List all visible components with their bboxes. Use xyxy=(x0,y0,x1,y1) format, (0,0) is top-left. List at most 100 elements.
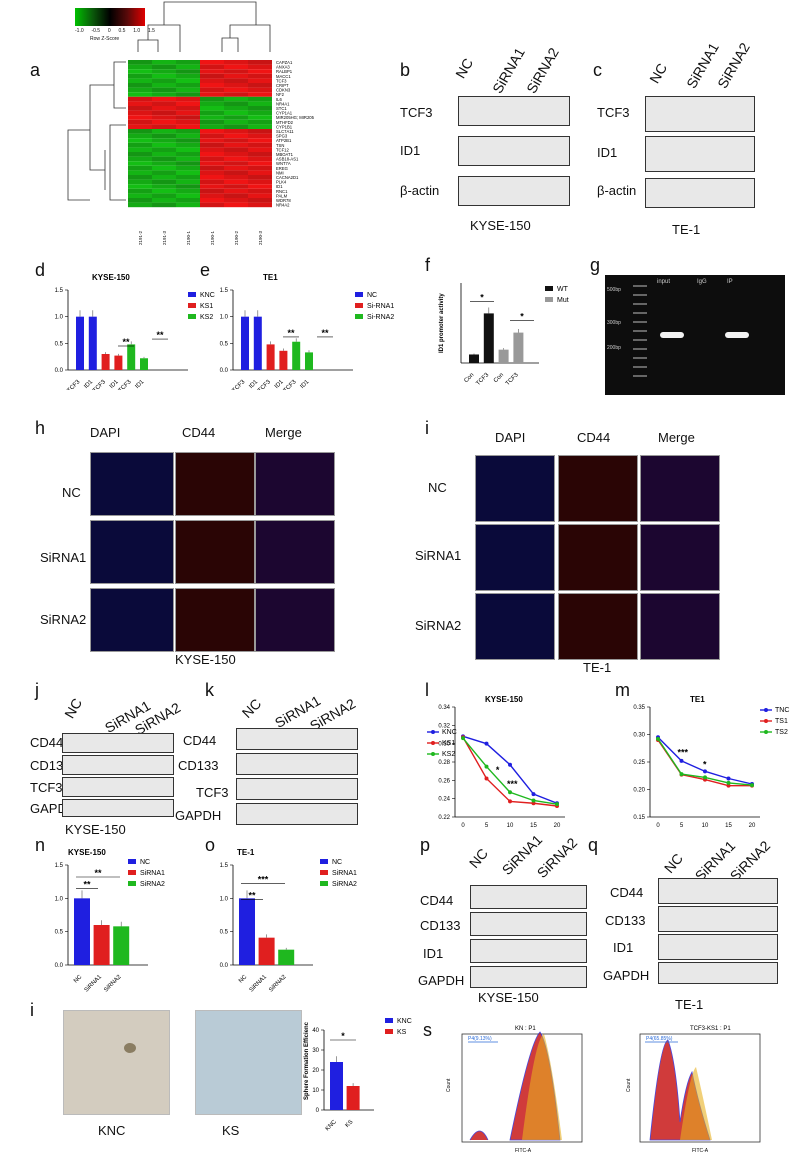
heatmap-cell xyxy=(128,73,152,79)
heatmap-cell xyxy=(224,106,248,111)
heatmap-cell xyxy=(176,193,200,198)
heatmap-cell xyxy=(128,193,152,198)
legend-label: NC xyxy=(140,859,150,866)
data-point xyxy=(508,799,512,804)
y-tick-label: 0.25 xyxy=(633,760,645,766)
heatmap-cell xyxy=(152,124,176,129)
y-tick-label: 40 xyxy=(312,1028,319,1034)
y-tick-label: 0.5 xyxy=(220,930,229,936)
heatmap-gene-label: CDKN3 xyxy=(276,88,291,93)
legend-swatch xyxy=(545,286,553,291)
heatmap-cell xyxy=(152,69,176,74)
blot-p-cd133 xyxy=(470,912,587,936)
y-tick-label: 0.5 xyxy=(220,341,229,347)
data-point xyxy=(656,736,660,741)
heatmap-cell xyxy=(128,147,152,152)
if-i-row-sirna2: SiRNA2 xyxy=(415,618,462,633)
sphere-image-ks xyxy=(195,1010,302,1115)
legend-swatch xyxy=(320,881,328,886)
bar xyxy=(305,352,313,370)
x-tick-label: SiRNA1 xyxy=(84,974,104,994)
blot-b-lane-sirna1: SiRNA1 xyxy=(489,44,528,96)
heatmap-cell xyxy=(176,83,200,88)
blot-q-row-cd133: CD133 xyxy=(605,913,646,928)
heatmap-cell xyxy=(248,60,272,65)
legend-swatch xyxy=(320,870,328,875)
legend-swatch xyxy=(545,297,553,302)
series-line xyxy=(462,736,558,807)
heatmap-sample-label: 2190-3 xyxy=(258,230,263,245)
heatmap-cell xyxy=(200,106,224,111)
y-tick-label: 10 xyxy=(312,1088,319,1094)
y-tick-label: 0.0 xyxy=(220,963,229,969)
heatmap-cell xyxy=(176,129,200,134)
gel-g: input IgG IP 500bp 300bp 200bp xyxy=(605,275,785,395)
heatmap-cell xyxy=(176,119,200,125)
heatmap-cell xyxy=(224,156,248,162)
legend-label: KNC xyxy=(442,729,457,736)
panel-label-p: p xyxy=(420,835,431,855)
if-i-sirna2-cd44 xyxy=(558,593,638,660)
heatmap-cell xyxy=(128,83,152,88)
sig-label: * xyxy=(341,1031,345,1041)
heatmap-cell xyxy=(200,83,224,88)
legend-swatch xyxy=(188,303,196,308)
bar xyxy=(253,316,262,370)
bar xyxy=(292,341,301,370)
gel-ladder-200: 200bp xyxy=(607,345,621,351)
if-i-col-cd44: CD44 xyxy=(577,430,611,445)
chart-i: Sphere Formation Efficienc 0 10 20 30 40 KNC KS… xyxy=(304,1018,412,1132)
sig-label: *** xyxy=(258,875,269,885)
heatmap-cell xyxy=(248,69,272,74)
heatmap-cell xyxy=(200,124,224,129)
heatmap-cell xyxy=(224,165,248,171)
heatmap-cell xyxy=(176,156,200,162)
heatmap-cell xyxy=(128,101,152,106)
blot-q-row-cd44: CD44 xyxy=(610,885,644,900)
data-point xyxy=(679,772,684,777)
heatmap-cell xyxy=(224,60,248,65)
heatmap-cell xyxy=(152,156,176,162)
gel-lane-ip: IP xyxy=(727,279,733,285)
heatmap-cell xyxy=(152,170,176,175)
legend-marker xyxy=(431,752,435,756)
heatmap-cell xyxy=(152,161,176,166)
heatmap-cell xyxy=(152,64,176,70)
sig-label: ** xyxy=(156,330,164,340)
if-h-col-merge: Merge xyxy=(265,425,302,440)
heatmap-gene-label: STC1 xyxy=(276,106,287,111)
heatmap-cell xyxy=(176,96,200,102)
if-i-nc-merge xyxy=(640,455,720,522)
heatmap-cell xyxy=(224,138,248,143)
sig-label: * xyxy=(480,293,484,303)
if-i-row-sirna1: SiRNA1 xyxy=(415,548,462,563)
y-tick-label: 0.0 xyxy=(220,368,229,374)
bar xyxy=(239,898,255,965)
heatmap-cell xyxy=(248,184,272,189)
legend-label: KS xyxy=(397,1029,407,1036)
blot-j-cd44 xyxy=(62,733,174,753)
data-point xyxy=(484,764,489,769)
data-point xyxy=(531,792,536,797)
legend-marker xyxy=(764,719,768,723)
legend-label: WT xyxy=(557,286,569,293)
heatmap-cell xyxy=(128,170,152,175)
heatmap-cell xyxy=(248,106,272,111)
heatmap-cell xyxy=(248,175,272,180)
heatmap-cell xyxy=(128,179,152,185)
legend-swatch xyxy=(188,314,196,319)
blot-b-tcf3 xyxy=(458,96,570,126)
legend-swatch xyxy=(355,314,363,319)
blot-b-lane-nc: NC xyxy=(452,55,477,81)
heatmap-cell xyxy=(248,101,272,106)
heatmap-sample-label: 2190-1 xyxy=(210,230,215,245)
blot-k-row-cd133: CD133 xyxy=(178,758,219,773)
heatmap-cell xyxy=(128,156,152,162)
y-tick-label: 0.24 xyxy=(438,797,450,803)
y-tick-label: 1.0 xyxy=(55,896,64,902)
blot-c-lane-nc: NC xyxy=(646,60,671,86)
panel-label-g: g xyxy=(590,255,601,275)
chart-ylabel: ID1 promoter activity xyxy=(439,293,445,353)
gel-ladder xyxy=(633,285,647,380)
